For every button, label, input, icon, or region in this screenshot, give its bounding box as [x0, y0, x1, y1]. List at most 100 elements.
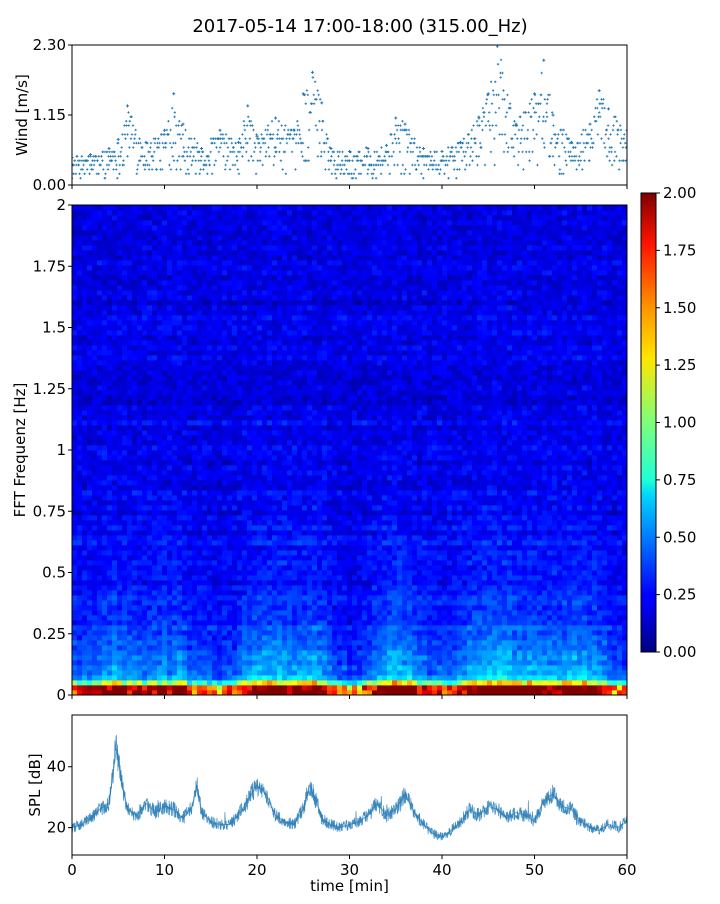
spectrogram-cell — [392, 595, 397, 600]
spectrogram-cell — [507, 620, 512, 625]
spectrogram-cell — [247, 475, 252, 480]
spectrogram-cell — [457, 665, 462, 670]
spectrogram-cell — [402, 640, 407, 645]
spectrogram-cell — [367, 670, 372, 675]
spectrogram-cell — [212, 605, 217, 610]
spectrogram-cell — [552, 625, 557, 630]
spectrogram-cell — [172, 545, 177, 550]
spectrogram-cell — [402, 545, 407, 550]
spectrogram-cell — [222, 605, 227, 610]
spectrogram-cell — [147, 660, 152, 665]
spectrogram-cell — [457, 490, 462, 495]
spectrogram-cell — [87, 670, 92, 675]
spectrogram-cell — [467, 590, 472, 595]
spectrogram-cell — [392, 675, 397, 680]
spectrogram-cell — [457, 620, 462, 625]
spectrogram-cell — [502, 485, 507, 490]
spectrogram-cell — [457, 565, 462, 570]
spectrogram-cell — [582, 605, 587, 610]
spectrogram-cell — [97, 660, 102, 665]
spectrogram-cell — [297, 580, 302, 585]
spectrogram-cell — [102, 560, 107, 565]
spectrogram-cell — [497, 550, 502, 555]
spectrogram-cell — [282, 585, 287, 590]
wind-data-point — [320, 101, 323, 104]
spectrogram-cell — [587, 575, 592, 580]
spectrogram-cell — [212, 550, 217, 555]
spectrogram-cell — [577, 515, 582, 520]
spectrogram-cell — [432, 500, 437, 505]
spectrogram-cell — [292, 565, 297, 570]
spectrogram-cell — [522, 510, 527, 515]
spectrogram-cell — [397, 640, 402, 645]
spectrogram-cell — [77, 600, 82, 605]
spectrogram-cell — [547, 540, 552, 545]
spectrogram-cell — [287, 605, 292, 610]
spectrogram-cell — [392, 615, 397, 620]
spectrogram-cell — [292, 485, 297, 490]
spectrogram-cell — [432, 615, 437, 620]
spectrogram-cell — [87, 630, 92, 635]
spectrogram-cell — [207, 650, 212, 655]
spectrogram-cell — [572, 495, 577, 500]
spectrogram-cell — [567, 575, 572, 580]
spectrogram-cell — [117, 565, 122, 570]
spectrogram-cell — [377, 500, 382, 505]
spectrogram-cell — [472, 610, 477, 615]
spectrogram-cell — [182, 635, 187, 640]
spectrogram-cell — [432, 530, 437, 535]
spectrogram-cell — [427, 510, 432, 515]
spectrogram-cell — [112, 570, 117, 575]
spectrogram-cell — [192, 610, 197, 615]
spectrogram-cell — [492, 585, 497, 590]
wind-data-point — [607, 107, 610, 110]
spectrogram-cell — [522, 505, 527, 510]
spectrogram-cell — [137, 665, 142, 670]
spectrogram-cell — [402, 630, 407, 635]
spectrogram-cell — [387, 675, 392, 680]
spectrogram-cell — [612, 625, 617, 630]
spectrogram-cell — [452, 605, 457, 610]
spectrogram-cell — [282, 510, 287, 515]
spectrogram-cell — [227, 485, 232, 490]
spectrogram-cell — [92, 640, 97, 645]
spectrogram-cell — [222, 585, 227, 590]
spectrogram-cell — [427, 595, 432, 600]
spectrogram-cell — [532, 660, 537, 665]
spectrogram-cell — [182, 670, 187, 675]
spectrogram-cell — [392, 645, 397, 650]
spectrogram-cell — [227, 625, 232, 630]
spectrogram-cell — [177, 605, 182, 610]
spectrogram-cell — [137, 510, 142, 515]
spectrogram-cell — [212, 470, 217, 475]
spectrogram-cell — [112, 540, 117, 545]
spectrogram-cell — [162, 635, 167, 640]
spectrogram-cell — [402, 685, 407, 690]
spectrogram-cell — [287, 620, 292, 625]
spectrogram-cell — [537, 495, 542, 500]
spectrogram-cell — [577, 475, 582, 480]
spectrogram-cell — [242, 535, 247, 540]
spectrogram-cell — [162, 490, 167, 495]
spectrogram-cell — [437, 585, 442, 590]
spectrogram-cell — [72, 565, 77, 570]
spectrogram-cell — [312, 640, 317, 645]
spectrogram-cell — [487, 605, 492, 610]
spectrogram-cell — [337, 530, 342, 535]
spectrogram-cell — [547, 635, 552, 640]
spectrogram-cell — [402, 515, 407, 520]
spectrogram-cell — [522, 480, 527, 485]
spectrogram-cell — [522, 620, 527, 625]
spectrogram-cell — [537, 640, 542, 645]
spectrogram-cell — [162, 645, 167, 650]
spectrogram-cell — [192, 505, 197, 510]
wind-ytick-label: 1.15 — [33, 106, 66, 124]
spectrogram-cell — [222, 540, 227, 545]
spectrogram-cell — [502, 645, 507, 650]
spectrogram-cell — [107, 530, 112, 535]
spectrogram-cell — [327, 585, 332, 590]
spectrogram-cell — [222, 470, 227, 475]
spectrogram-cell — [152, 485, 157, 490]
spectrogram-cell — [372, 490, 377, 495]
spectrogram-cell — [572, 490, 577, 495]
